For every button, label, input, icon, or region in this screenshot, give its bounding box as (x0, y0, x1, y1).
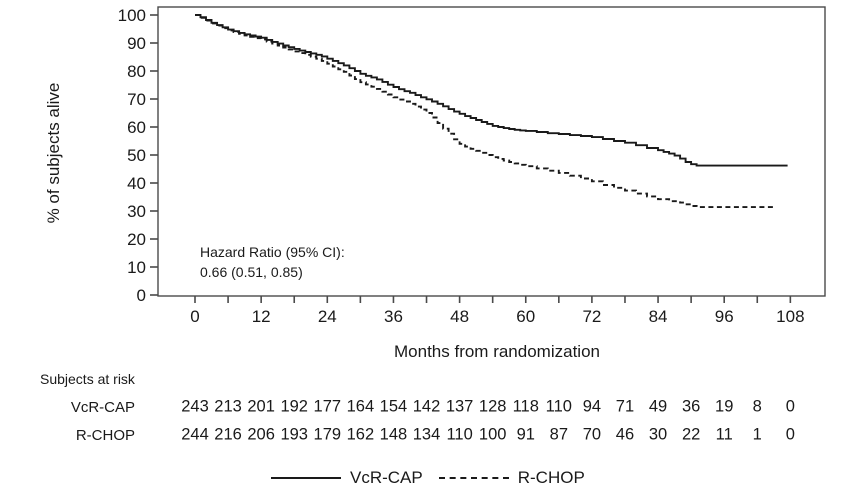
y-tick-label: 40 (127, 174, 146, 193)
rchop-curve (195, 14, 774, 209)
legend-label-rchop: R-CHOP (517, 468, 585, 487)
at-risk-count-vcrcap: 94 (583, 398, 601, 416)
at-risk-count-vcrcap: 137 (446, 398, 474, 416)
at-risk-row-label-rchop: R-CHOP (75, 427, 135, 444)
x-tick-label: 72 (582, 307, 601, 326)
y-tick-label: 100 (118, 6, 146, 25)
at-risk-count-rchop: 162 (347, 426, 375, 444)
at-risk-count-vcrcap: 128 (479, 398, 507, 416)
hazard-ratio-annotation: Hazard Ratio (95% CI): 0.66 (0.51, 0.85) (200, 242, 345, 282)
x-tick-label: 36 (384, 307, 403, 326)
at-risk-count-vcrcap: 110 (546, 398, 572, 416)
at-risk-count-rchop: 46 (616, 426, 634, 444)
at-risk-count-vcrcap: 142 (413, 398, 441, 416)
at-risk-count-rchop: 22 (682, 426, 700, 444)
at-risk-count-rchop: 134 (413, 426, 441, 444)
subjects-at-risk-heading: Subjects at risk (40, 371, 135, 387)
y-tick-label: 20 (127, 230, 146, 249)
x-tick-label: 60 (516, 307, 535, 326)
x-axis-title: Months from randomization (394, 342, 600, 361)
at-risk-count-vcrcap: 118 (513, 398, 539, 416)
hazard-ratio-line2: 0.66 (0.51, 0.85) (200, 264, 303, 280)
y-tick-label: 30 (127, 202, 146, 221)
at-risk-count-vcrcap: 71 (616, 398, 634, 416)
at-risk-count-rchop: 110 (446, 426, 472, 444)
at-risk-count-rchop: 0 (786, 426, 795, 444)
y-tick-label: 0 (137, 286, 146, 305)
at-risk-count-rchop: 11 (716, 426, 733, 444)
plot-frame (157, 6, 826, 297)
at-risk-count-rchop: 70 (583, 426, 601, 444)
at-risk-count-vcrcap: 213 (214, 398, 242, 416)
legend: VcR-CAP R-CHOP (271, 468, 585, 488)
at-risk-count-vcrcap: 8 (753, 398, 762, 416)
hazard-ratio-line1: Hazard Ratio (95% CI): (200, 244, 345, 260)
at-risk-count-vcrcap: 154 (380, 398, 408, 416)
legend-label-vcrcap: VcR-CAP (350, 468, 423, 487)
at-risk-count-rchop: 206 (247, 426, 275, 444)
at-risk-count-vcrcap: 192 (280, 398, 308, 416)
y-tick-label: 10 (127, 258, 146, 277)
at-risk-count-vcrcap: 177 (314, 398, 342, 416)
y-tick-label: 90 (127, 34, 146, 53)
vcrcap-curve (195, 14, 788, 167)
y-tick-label: 50 (127, 146, 146, 165)
at-risk-count-rchop: 244 (181, 426, 209, 444)
y-tick-label: 70 (127, 90, 146, 109)
at-risk-row-label-vcrcap: VcR-CAP (70, 399, 135, 416)
at-risk-count-rchop: 87 (550, 426, 568, 444)
at-risk-count-rchop: 1 (753, 426, 762, 444)
at-risk-count-rchop: 216 (214, 426, 242, 444)
at-risk-count-rchop: 100 (479, 426, 507, 444)
at-risk-count-vcrcap: 164 (347, 398, 375, 416)
x-tick-label: 24 (318, 307, 337, 326)
x-tick-label: 96 (715, 307, 734, 326)
at-risk-count-rchop: 30 (649, 426, 667, 444)
y-axis-title: % of subjects alive (44, 82, 63, 224)
at-risk-count-rchop: 148 (380, 426, 408, 444)
at-risk-count-rchop: 193 (280, 426, 308, 444)
at-risk-count-rchop: 179 (314, 426, 342, 444)
y-tick-label: 80 (127, 62, 146, 81)
rchop-dashed-line-swatch (438, 477, 509, 479)
x-tick-label: 48 (450, 307, 469, 326)
at-risk-count-vcrcap: 243 (181, 398, 209, 416)
at-risk-count-vcrcap: 19 (715, 398, 733, 416)
at-risk-count-vcrcap: 49 (649, 398, 667, 416)
x-tick-label: 12 (252, 307, 271, 326)
x-tick-label: 84 (649, 307, 668, 326)
at-risk-count-vcrcap: 0 (786, 398, 795, 416)
at-risk-count-vcrcap: 201 (247, 398, 275, 416)
at-risk-count-vcrcap: 36 (682, 398, 700, 416)
x-tick-label: 0 (190, 307, 199, 326)
at-risk-count-rchop: 91 (517, 426, 535, 444)
y-tick-label: 60 (127, 118, 146, 137)
x-tick-label: 108 (776, 307, 804, 326)
vcrcap-solid-line-swatch (271, 477, 341, 479)
